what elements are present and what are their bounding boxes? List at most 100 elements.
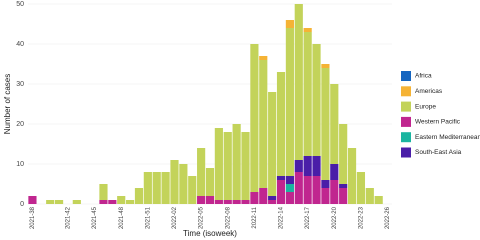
x-axis-title: Time (isoweek) [183,229,237,238]
bar-segment [339,184,348,188]
x-tick-label: 2022-17 [305,206,311,229]
bar-segment [303,176,312,204]
x-tick-label: 2021-45 [92,206,98,229]
bar-segment [294,172,303,204]
legend-label: Western Pacific [415,119,461,126]
bar-segment [303,32,312,156]
bar-segment [276,176,286,180]
x-tick-label: 2022-08 [225,206,231,229]
bar-segment [161,172,170,204]
bar-segment [330,84,339,164]
bar-segment [99,200,108,204]
bar-segment [170,160,179,204]
y-tick-label: 30 [16,81,24,88]
bar-segment [205,196,215,204]
bar-segment [188,176,197,204]
bar-segment [330,164,339,180]
x-tick-label: 2022-26 [385,206,391,229]
bar-segment [232,124,241,200]
x-tick-label: 2021-48 [119,206,125,229]
x-tick-label: 2022-05 [199,206,205,229]
bar-segment [241,132,250,200]
legend-label: Americas [415,88,443,95]
bar-segment [365,188,374,204]
x-tick-label: 2021-42 [66,206,72,229]
legend-swatch [401,71,411,81]
bar-segment [321,64,330,68]
y-tick-label: 20 [16,121,24,128]
bar-segment [294,160,303,172]
bar-segment [117,196,126,204]
y-tick-label: 0 [20,201,24,208]
bar-segment [143,172,152,204]
bar-segment [28,196,37,204]
bar-segment [214,128,223,200]
y-tick-label: 10 [16,161,24,168]
bar-segment [205,168,215,196]
bar-segment [250,192,259,204]
bar-segment [223,200,232,204]
bar-segment [312,44,321,156]
bar-segment [330,180,339,204]
bar-segment [241,200,250,204]
bar-segment [374,196,383,204]
bar-segment [347,148,357,204]
x-tick-label: 2022-20 [332,206,338,229]
bar-segment [294,4,303,160]
bar-segment [276,180,286,204]
bar-segment [259,188,268,204]
legend-swatch [401,86,411,97]
x-tick-label: 2022-23 [359,206,365,229]
y-axis-title: Number of cases [3,74,12,134]
bar-segment [268,200,277,204]
bar-segment [276,72,286,176]
legend-label: Africa [415,73,432,80]
bar-segment [312,156,321,176]
y-tick-label: 50 [16,1,24,8]
bar-segment [303,156,312,176]
legend-label: Europe [415,103,436,110]
bar-segment [259,56,268,60]
bar-segment [321,180,330,188]
bar-segment [339,188,348,204]
legend-swatch [401,147,411,158]
bar-segment [268,92,277,196]
bar-segment [285,192,294,204]
bar-segment [285,20,294,28]
bar-segment [285,176,294,184]
legend-swatch [401,116,411,127]
bar-segment [108,200,117,204]
bar-segment [197,148,206,196]
bar-segment [134,188,144,204]
x-tick-label: 2022-02 [172,206,178,229]
bar-segment [46,200,55,204]
bar-segment [214,200,223,204]
legend-label: Eastern Mediterranean [415,134,480,141]
bar-segment [285,28,294,176]
x-tick-label: 2022-14 [279,206,285,229]
legend-swatch [401,132,411,143]
bar-segment [126,200,135,204]
bar-segment [303,28,312,32]
x-tick-label: 2021-51 [145,206,151,229]
bar-segment [321,188,330,204]
bar-segment [54,200,64,204]
bar-segment [152,172,161,204]
bar-segment [99,184,108,200]
legend-label: South-East Asia [415,149,462,156]
bar-segment [268,196,277,200]
y-tick-label: 40 [16,41,24,48]
bar-segment [321,68,330,180]
bar-segment [259,60,268,188]
x-tick-label: 2021-38 [30,206,36,229]
legend-swatch [401,101,411,112]
bar-segment [223,132,232,200]
bar-segment [250,44,259,192]
bar-segment [197,196,206,204]
x-tick-label: 2022-11 [252,206,258,228]
bar-segment [285,184,294,192]
bar-segment [232,200,241,204]
bar-segment [72,200,81,204]
bar-segment [356,172,366,204]
